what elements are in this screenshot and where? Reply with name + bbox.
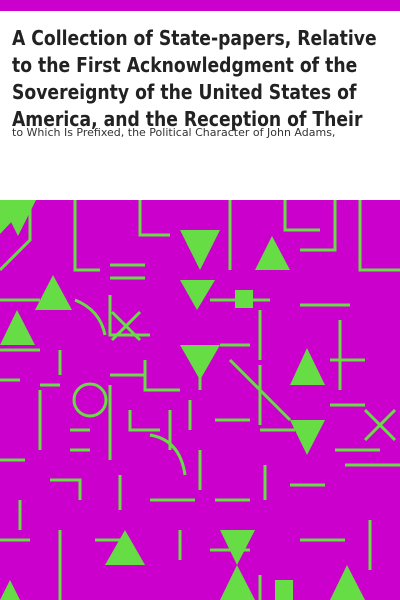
title-block: A Collection of State-papers, Relative t… [12,25,392,133]
cover-pattern-graphic [0,200,400,600]
top-accent-bar [0,0,400,11]
book-title: A Collection of State-papers, Relative t… [12,26,377,131]
cover-pattern [0,200,400,600]
book-subtitle: to Which Is Prefixed, the Political Char… [12,126,336,139]
